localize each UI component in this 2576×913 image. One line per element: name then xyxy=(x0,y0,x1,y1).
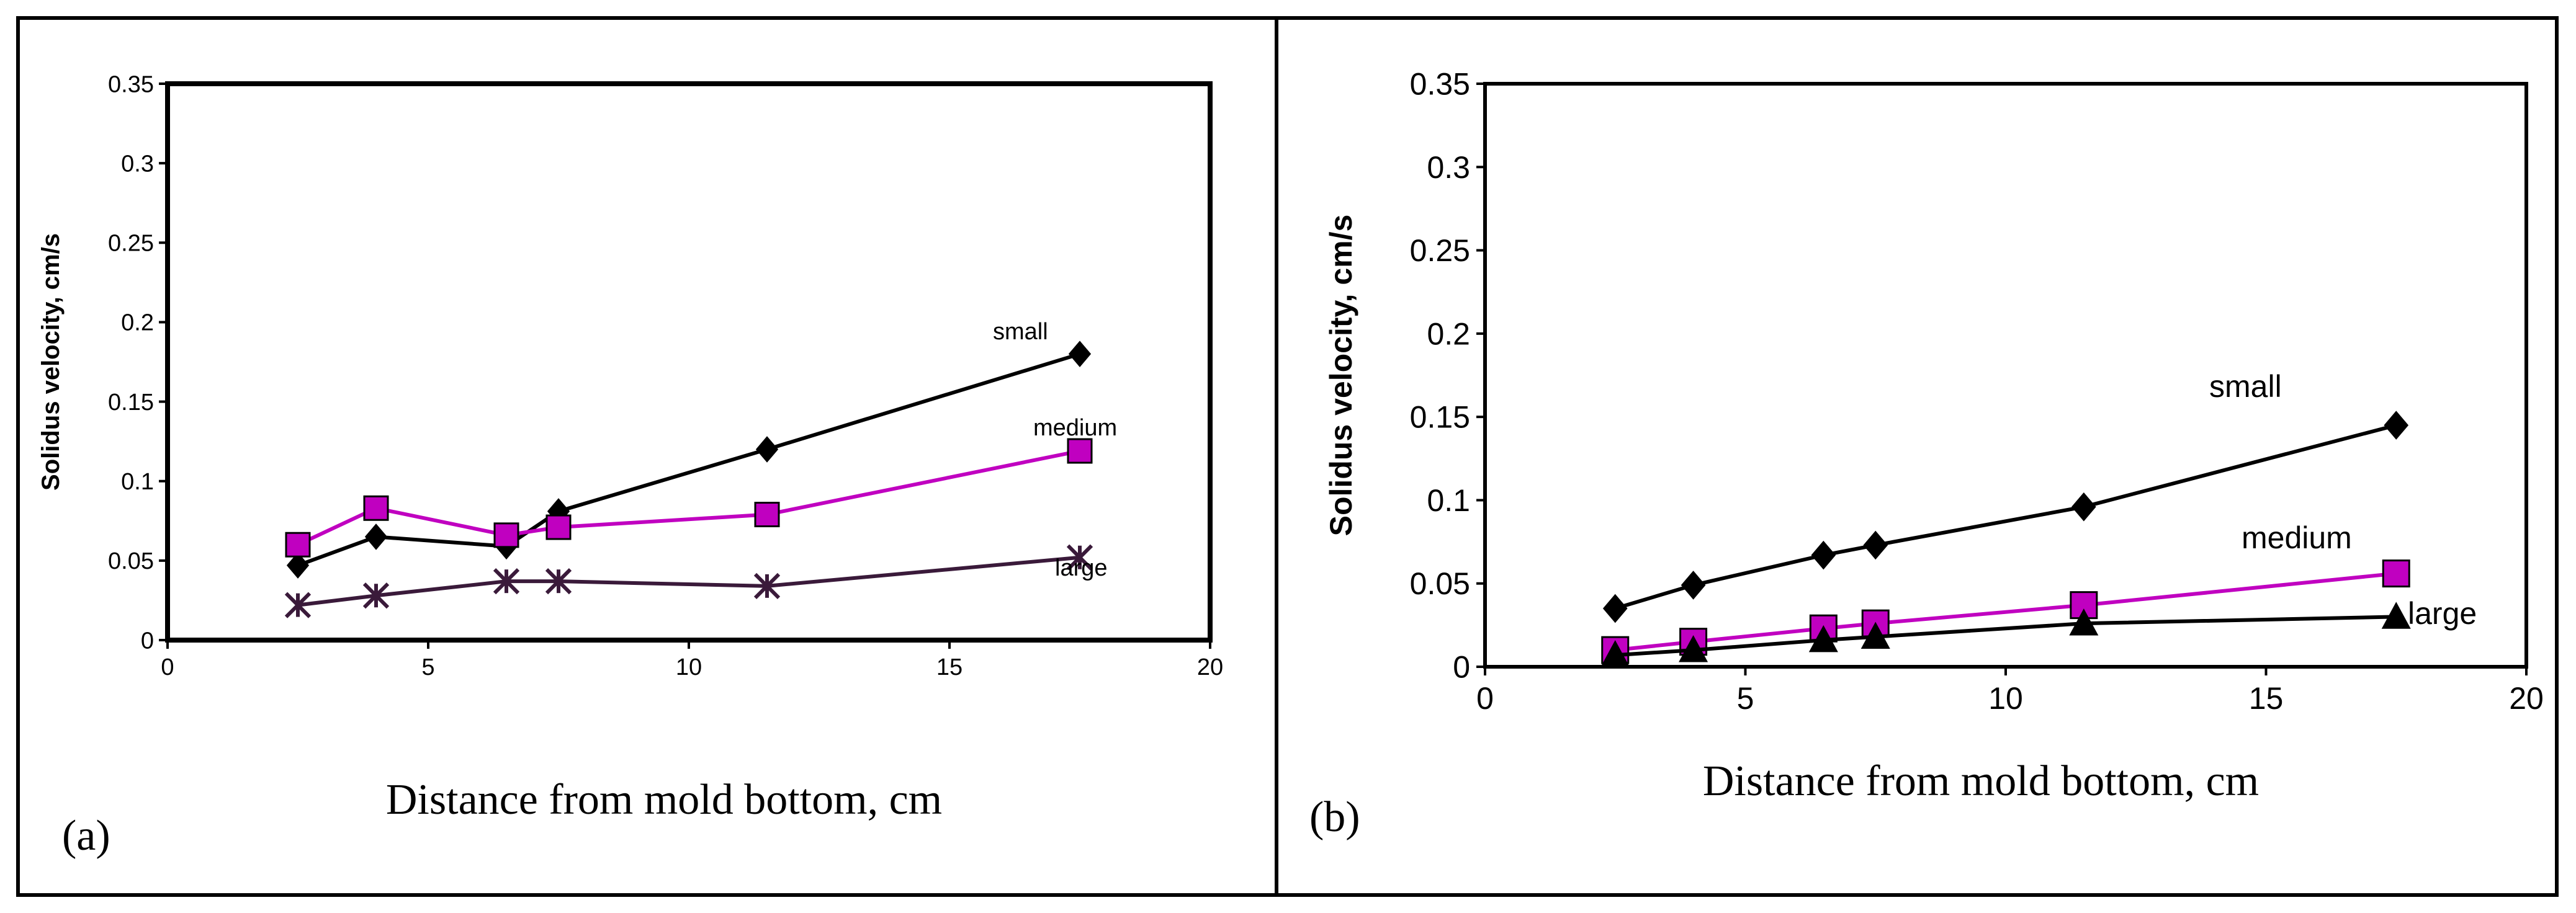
y-tick-label-b: 0.35 xyxy=(1410,67,1470,102)
data-point-large-a xyxy=(545,568,572,595)
y-tick-label-a: 0.05 xyxy=(108,548,154,574)
y-tick-label-b: 0.15 xyxy=(1410,400,1470,435)
data-point-large-a xyxy=(1066,544,1093,571)
x-tick-label-a: 5 xyxy=(421,654,434,680)
data-point-small-b xyxy=(2384,411,2409,440)
y-tick-label-a: 0.2 xyxy=(121,310,154,336)
series-line-large-b xyxy=(1615,615,2397,657)
annotation-large-b: large xyxy=(2408,596,2477,631)
panel-label-a: (a) xyxy=(62,812,110,860)
y-tick-label-b: 0.3 xyxy=(1427,150,1470,185)
y-tick-label-b: 0.05 xyxy=(1410,566,1470,601)
x-tick-label-b: 5 xyxy=(1737,681,1754,716)
data-point-large-b xyxy=(1808,625,1838,652)
data-point-large-a xyxy=(284,592,312,618)
data-point-large-a xyxy=(493,568,520,595)
data-point-large-a xyxy=(753,572,781,599)
panel-divider xyxy=(1275,16,1278,897)
y-axis-label-b: Solidus velocity, cm/s xyxy=(1324,215,1358,537)
data-point-medium-a xyxy=(754,502,780,528)
x-tick-label-b: 20 xyxy=(2509,681,2544,716)
data-point-small-a xyxy=(755,436,779,463)
y-tick-label-b: 0.1 xyxy=(1427,483,1470,518)
data-point-small-a xyxy=(286,552,310,579)
x-tick-label-a: 15 xyxy=(936,654,963,680)
data-point-medium-a xyxy=(285,532,311,558)
series-line-medium-a xyxy=(297,449,1080,546)
data-point-large-b xyxy=(1600,640,1630,667)
data-point-large-a xyxy=(362,582,390,609)
annotation-medium-b: medium xyxy=(2242,520,2352,555)
data-point-large-b xyxy=(2381,602,2411,629)
series-large-b xyxy=(1600,602,2411,667)
series-large-a xyxy=(284,544,1093,618)
data-point-small-a xyxy=(364,523,388,550)
annotation-small-a: small xyxy=(993,319,1048,345)
data-point-medium-b xyxy=(2382,559,2410,588)
annotation-small-b: small xyxy=(2209,369,2282,404)
data-point-small-b xyxy=(1863,530,1888,560)
x-tick-label-b: 15 xyxy=(2249,681,2284,716)
plot-area-b xyxy=(1483,82,2528,669)
data-point-small-b xyxy=(2071,492,2096,522)
chart-a: 0 0.05 0.1 0.15 0.2 0.25 0.3 0.35 0 5 10 15 20 Solidu… xyxy=(37,71,1223,860)
x-tick-label-a: 0 xyxy=(161,654,174,680)
y-tick-label-a: 0.25 xyxy=(108,231,154,257)
y-tick-label-a: 0 xyxy=(141,628,154,654)
series-line-medium-b xyxy=(1615,571,2397,652)
figure-frame xyxy=(16,16,2559,897)
series-line-small-a xyxy=(297,352,1080,568)
data-point-medium-a xyxy=(493,522,519,548)
y-tick-label-a: 0.1 xyxy=(121,469,154,495)
series-medium-a xyxy=(285,438,1093,558)
y-tick-label-b: 0.25 xyxy=(1410,233,1470,268)
y-tick-label-b: 0 xyxy=(1453,650,1470,685)
x-axis-label-a: Distance from mold bottom, cm xyxy=(386,776,942,824)
x-axis-label-b: Distance from mold bottom, cm xyxy=(1703,757,2259,805)
x-tick-label-b: 0 xyxy=(1476,681,1494,716)
series-line-small-b xyxy=(1614,423,2397,610)
data-point-small-b xyxy=(1602,594,1628,623)
y-tick-label-b: 0.2 xyxy=(1427,316,1470,351)
series-line-large-a xyxy=(297,555,1080,607)
y-tick-label-a: 0.35 xyxy=(108,71,154,97)
data-point-medium-a xyxy=(363,495,389,521)
data-point-small-b xyxy=(1681,571,1706,600)
data-point-large-b xyxy=(1679,635,1708,662)
annotation-medium-a: medium xyxy=(1033,415,1117,441)
data-point-medium-a xyxy=(545,514,572,540)
data-point-large-b xyxy=(2069,608,2099,636)
series-small-a xyxy=(286,341,1092,579)
data-point-medium-a xyxy=(1067,438,1093,464)
annotation-large-a: large xyxy=(1055,555,1108,581)
y-axis-label-a: Solidus velocity, cm/s xyxy=(37,233,65,491)
x-tick-label-b: 10 xyxy=(1988,681,2023,716)
panel-label-b: (b) xyxy=(1309,793,1360,841)
x-tick-label-a: 10 xyxy=(676,654,702,680)
chart-b: 0 0.05 0.1 0.15 0.2 0.25 0.3 0.35 0 5 10 15 20 Solidu… xyxy=(1309,67,2544,842)
y-tick-label-a: 0.3 xyxy=(121,151,154,177)
data-point-large-b xyxy=(1860,621,1890,649)
data-point-small-b xyxy=(1811,540,1836,570)
y-tick-label-a: 0.15 xyxy=(108,390,154,416)
series-small-b xyxy=(1602,411,2409,623)
data-point-small-a xyxy=(1068,341,1092,368)
x-tick-label-a: 20 xyxy=(1197,654,1223,680)
